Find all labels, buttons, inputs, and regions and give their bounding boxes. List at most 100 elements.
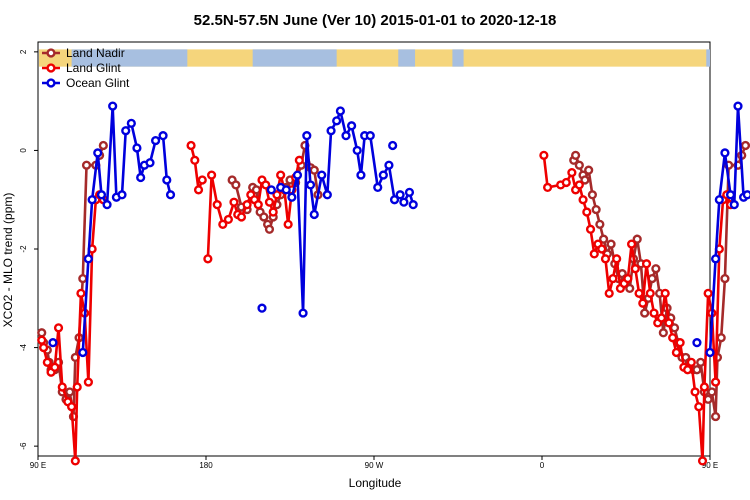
data-point xyxy=(83,254,94,264)
data-point xyxy=(212,200,222,210)
data-point xyxy=(686,357,696,367)
data-point xyxy=(102,200,112,210)
data-point xyxy=(740,140,750,151)
data-point xyxy=(598,234,609,244)
series-line xyxy=(542,155,732,463)
data-point xyxy=(587,190,598,200)
data-point xyxy=(714,195,724,205)
data-point xyxy=(42,357,52,367)
data-point xyxy=(641,259,652,269)
data-point xyxy=(710,254,721,264)
data-point xyxy=(729,200,739,210)
data-point xyxy=(705,347,715,358)
data-point xyxy=(600,254,611,264)
legend-label: Land Glint xyxy=(66,61,121,75)
data-point xyxy=(309,209,319,220)
data-point xyxy=(264,197,275,207)
data-point xyxy=(697,456,708,466)
x-tick-label: 0 xyxy=(540,461,545,470)
data-point xyxy=(651,264,661,274)
data-point xyxy=(625,283,635,294)
data-point xyxy=(98,140,108,151)
data-point xyxy=(37,328,47,338)
data-point xyxy=(65,387,75,397)
data-point xyxy=(203,254,213,264)
data-point xyxy=(716,333,726,343)
data-point xyxy=(136,172,146,183)
data-point xyxy=(378,170,388,180)
data-point xyxy=(193,185,204,195)
data-point xyxy=(78,273,88,284)
data-point xyxy=(675,338,685,348)
series-ocean-glint xyxy=(48,101,750,358)
data-point xyxy=(197,175,207,185)
data-point xyxy=(707,387,717,397)
y-tick-label: -2 xyxy=(19,245,28,253)
y-tick-label: -6 xyxy=(19,442,28,450)
data-point xyxy=(276,170,286,180)
data-point xyxy=(121,126,131,136)
data-point xyxy=(373,182,383,192)
data-point xyxy=(341,131,351,141)
data-point xyxy=(356,170,366,180)
data-point xyxy=(720,148,730,158)
map-strip xyxy=(39,49,710,67)
data-point xyxy=(93,148,103,158)
data-point xyxy=(347,121,357,131)
data-point xyxy=(597,244,607,254)
data-point xyxy=(81,160,92,170)
legend-label: Land Nadir xyxy=(66,46,125,60)
data-point xyxy=(630,264,640,274)
data-point xyxy=(404,187,415,197)
data-point xyxy=(322,190,332,200)
data-point xyxy=(53,323,64,333)
data-point xyxy=(50,362,60,372)
data-point xyxy=(649,308,659,318)
data-point xyxy=(632,234,642,244)
map-strip-land xyxy=(39,49,709,67)
data-point xyxy=(126,118,136,128)
x-tick-label: 90 W xyxy=(365,461,384,470)
data-point xyxy=(671,347,682,358)
x-axis-label: Longitude xyxy=(349,476,402,490)
data-point xyxy=(399,197,409,207)
data-point xyxy=(294,155,304,165)
data-point xyxy=(645,288,655,298)
data-point xyxy=(264,224,275,234)
legend-label: Ocean Glint xyxy=(66,76,130,90)
data-point xyxy=(690,387,700,397)
data-point xyxy=(395,190,405,200)
data-point xyxy=(268,207,278,217)
data-point xyxy=(668,333,678,343)
map-strip-ocean xyxy=(252,49,337,67)
data-point xyxy=(720,273,730,284)
series-layer xyxy=(37,101,750,466)
data-point xyxy=(710,411,721,422)
data-point xyxy=(733,101,743,111)
data-point xyxy=(266,185,276,195)
data-point xyxy=(283,219,293,229)
data-point xyxy=(574,160,584,170)
y-axis-ticks: -6 -4 -2 0 2 xyxy=(19,49,38,450)
data-point xyxy=(96,190,107,200)
y-tick-label: 2 xyxy=(19,49,28,54)
data-point xyxy=(591,204,601,215)
data-point xyxy=(72,382,82,392)
data-point xyxy=(612,254,622,264)
data-point xyxy=(584,165,594,175)
data-point xyxy=(640,308,650,318)
data-point xyxy=(658,328,668,338)
x-axis-ticks: 90 E 180 90 W 0 90 E xyxy=(30,456,718,470)
data-point xyxy=(365,131,375,141)
data-point xyxy=(38,342,49,353)
data-point xyxy=(108,101,118,111)
data-point xyxy=(186,140,196,151)
data-point xyxy=(585,224,596,234)
data-point xyxy=(302,131,312,141)
data-point xyxy=(656,313,667,323)
data-point xyxy=(703,288,713,298)
data-point xyxy=(623,273,633,284)
data-point xyxy=(317,170,327,180)
map-strip-ocean xyxy=(398,49,416,67)
